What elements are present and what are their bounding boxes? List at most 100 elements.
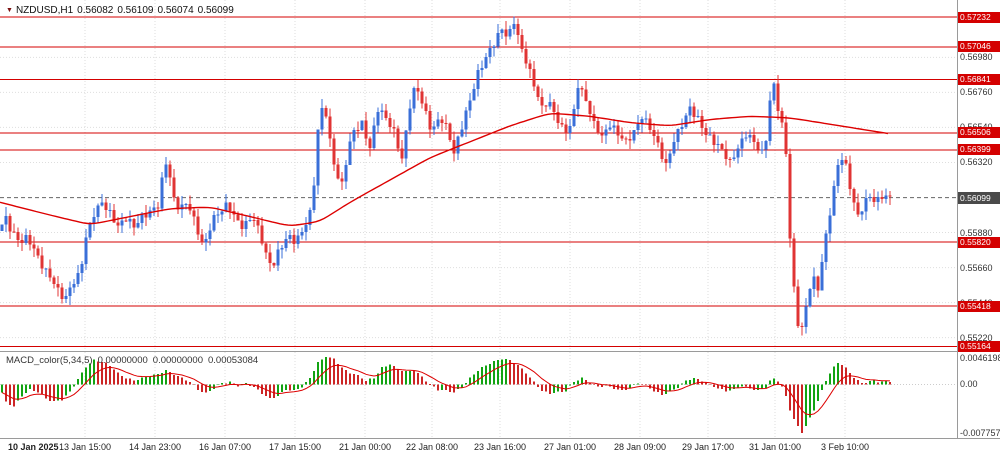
candle: [104, 198, 108, 219]
candle: [316, 129, 320, 195]
price-level-badge[interactable]: 0.55820: [958, 236, 1000, 248]
candle: [372, 117, 376, 150]
macd-indicator-canvas[interactable]: [0, 352, 957, 438]
macd-bar: [737, 384, 739, 388]
candle-body: [272, 263, 276, 266]
candle-body: [764, 140, 768, 150]
macd-bar: [5, 384, 7, 402]
candle-body: [116, 222, 120, 226]
candle-body: [660, 142, 664, 159]
price-level-badge[interactable]: 0.55418: [958, 300, 1000, 312]
macd-bar: [889, 381, 891, 385]
indicator-name: MACD_color(5,34,5): [6, 355, 93, 366]
candle-body: [312, 185, 316, 211]
candle-body: [500, 29, 504, 33]
macd-bar: [613, 384, 615, 390]
candle: [528, 59, 532, 78]
indicator-value-3: 0.00053084: [208, 355, 259, 366]
macd-bar: [457, 384, 459, 389]
candle-body: [316, 129, 320, 186]
candle: [24, 228, 28, 245]
macd-bar: [709, 383, 711, 385]
candle-body: [832, 186, 836, 216]
candle-body: [880, 196, 884, 200]
price-chart-canvas[interactable]: [0, 0, 957, 352]
candle: [720, 143, 724, 151]
price-level-badge[interactable]: 0.55164: [958, 341, 1000, 353]
candle-body: [44, 268, 48, 270]
candle-body: [128, 219, 132, 222]
price-level-badge[interactable]: 0.57232: [958, 11, 1000, 23]
time-axis[interactable]: 10 Jan 2025 13 Jan 15:00 14 Jan 23:00 16 Ja…: [0, 439, 1000, 459]
candle: [748, 129, 752, 143]
candle-body: [560, 122, 564, 125]
macd-bar: [405, 371, 407, 385]
macd-bar: [673, 384, 675, 390]
macd-histogram: [1, 357, 891, 433]
price-level-badge[interactable]: 0.56841: [958, 73, 1000, 85]
macd-bar: [693, 377, 695, 385]
macd-bar: [385, 366, 387, 385]
candle: [764, 139, 768, 159]
candle-body: [340, 178, 344, 182]
macd-bar: [465, 382, 467, 385]
time-axis-label: 27 Jan 01:00: [543, 442, 597, 452]
candle-body: [324, 107, 328, 117]
macd-bar: [89, 363, 91, 385]
price-axis[interactable]: 0.569800.567600.565400.563200.558800.556…: [958, 0, 1000, 438]
macd-bar: [377, 373, 379, 385]
candle: [636, 115, 640, 136]
candle-body: [100, 202, 104, 206]
macd-bar: [525, 373, 527, 385]
candle: [584, 80, 588, 102]
candle-body: [584, 89, 588, 102]
macd-bar: [553, 384, 555, 394]
candle-body: [544, 105, 548, 107]
candle-body: [388, 118, 392, 128]
candle-body: [280, 247, 284, 250]
candle: [612, 118, 616, 134]
candle: [704, 122, 708, 143]
candle-body: [628, 138, 632, 141]
price-level-badge[interactable]: 0.56399: [958, 144, 1000, 156]
candle-body: [360, 120, 364, 131]
candle-body: [876, 196, 880, 202]
macd-bar: [721, 384, 723, 389]
candle: [136, 214, 140, 229]
candle-body: [212, 214, 216, 231]
price-level-badge[interactable]: 0.57046: [958, 41, 1000, 53]
candle-body: [404, 130, 408, 159]
candle-body: [104, 202, 108, 211]
price-level-badge[interactable]: 0.56506: [958, 127, 1000, 139]
macd-bar: [409, 370, 411, 385]
macd-bar: [453, 384, 455, 393]
macd-bar: [301, 384, 303, 388]
symbol-dropdown-icon[interactable]: ▼: [6, 7, 13, 14]
macd-bar: [809, 384, 811, 418]
macd-bar: [685, 380, 687, 385]
macd-bar: [109, 365, 111, 385]
candle: [360, 120, 364, 131]
candle-body: [440, 119, 444, 123]
candle: [548, 93, 552, 110]
macd-bar: [53, 384, 55, 402]
candle: [616, 121, 620, 144]
panel-separator[interactable]: [0, 351, 1000, 352]
candle-body: [572, 108, 576, 126]
candle-body: [72, 283, 76, 288]
candle: [368, 136, 372, 157]
macd-bar: [677, 384, 679, 388]
candle: [204, 233, 208, 251]
candle-body: [624, 138, 628, 140]
macd-bar: [629, 384, 631, 389]
candle-body: [676, 128, 680, 143]
macd-bar: [597, 384, 599, 387]
moving-average-line[interactable]: [0, 112, 889, 227]
candle: [516, 18, 520, 44]
candle-body: [496, 32, 500, 47]
candle: [448, 122, 452, 142]
candle: [836, 158, 840, 194]
candle-body: [616, 125, 620, 136]
macd-bar: [481, 367, 483, 385]
candle: [732, 149, 736, 162]
